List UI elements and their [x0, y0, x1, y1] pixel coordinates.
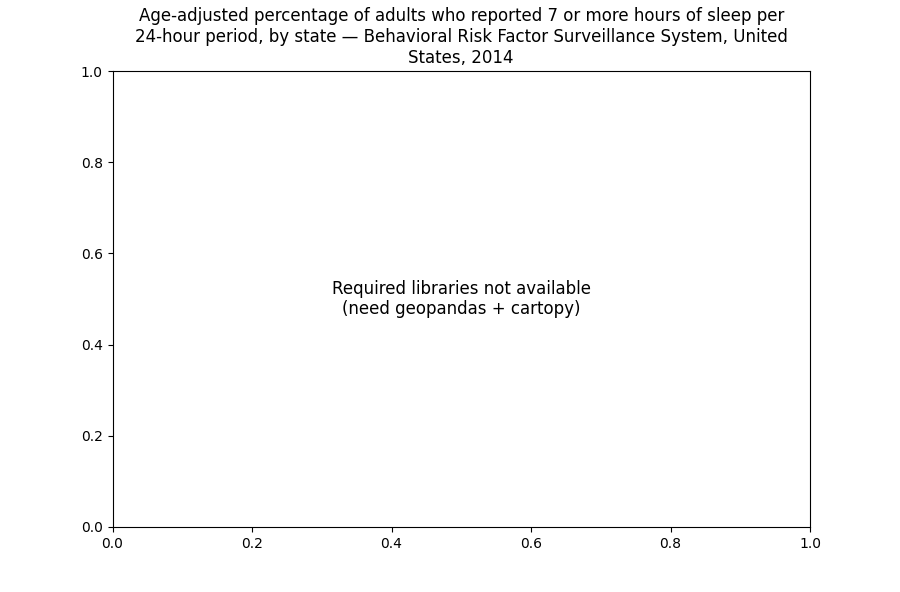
Text: Required libraries not available
(need geopandas + cartopy): Required libraries not available (need g… — [332, 279, 590, 318]
Title: Age-adjusted percentage of adults who reported 7 or more hours of sleep per
24-h: Age-adjusted percentage of adults who re… — [135, 7, 788, 67]
